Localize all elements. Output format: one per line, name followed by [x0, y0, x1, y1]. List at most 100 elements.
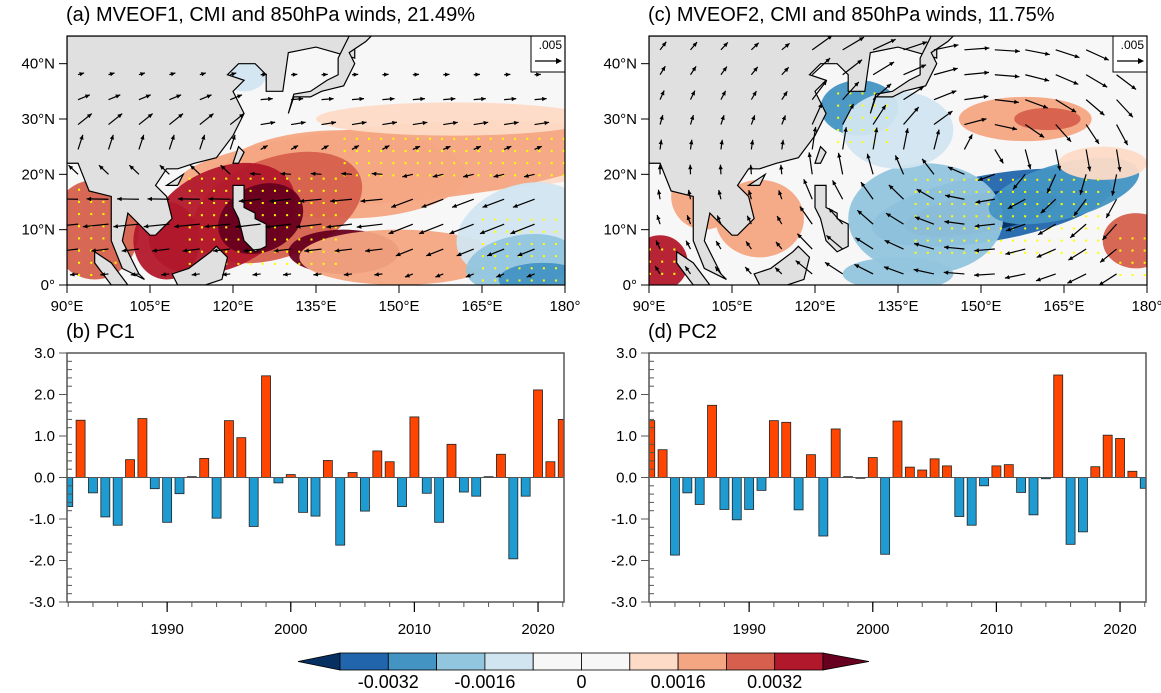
wind-vector-head: [779, 164, 784, 170]
colorbar-box: [484, 652, 534, 671]
significance-dot: [310, 226, 313, 229]
bar-2013: [1028, 477, 1039, 516]
wind-vector-head: [658, 139, 663, 145]
wind-vector-head: [513, 120, 519, 126]
significance-dot: [1011, 190, 1014, 193]
significance-dot: [261, 262, 264, 265]
wind-vector-head: [922, 41, 928, 46]
wind-vector-head: [293, 145, 299, 150]
map-panel-a: .005 90°E 105°E 120°E 135°E 150°E 165°E 180° 0° 1…: [21, 35, 581, 315]
bar-1984: [670, 477, 680, 556]
panel-c-title: (c) MVEOF2, CMI and 850hPa winds, 11.75%: [648, 4, 1055, 26]
wind-vector-head: [299, 198, 305, 203]
significance-dot: [477, 174, 480, 177]
wind-vector-head: [921, 64, 927, 69]
significance-dot: [538, 137, 541, 140]
wind-vector-head: [273, 248, 279, 253]
significance-dot: [286, 262, 289, 265]
significance-dot: [1072, 239, 1075, 242]
wind-vector-head: [913, 268, 919, 273]
significance-dot: [78, 188, 81, 191]
x-tick-label: 90°E: [633, 298, 666, 315]
significance-dot: [494, 279, 497, 282]
bar-2007: [372, 450, 383, 478]
significance-dot: [914, 251, 917, 254]
significance-dot: [494, 267, 497, 270]
significance-dot: [213, 214, 216, 217]
significance-dot: [453, 137, 456, 140]
significance-dot: [885, 141, 888, 144]
colorbar-label: 0.0016: [651, 672, 706, 692]
significance-dot: [298, 202, 301, 204]
bar-2021: [1127, 470, 1138, 478]
wind-vector-head: [824, 262, 830, 267]
wind-vector-head: [827, 36, 833, 40]
x-tick-label: 2020: [521, 621, 554, 638]
significance-dot: [213, 226, 216, 229]
wind-vector-head: [435, 273, 441, 278]
significance-dot: [188, 238, 191, 241]
significance-dot: [343, 137, 346, 140]
wind-vector-head: [1014, 99, 1019, 105]
colorbar-box: [726, 652, 776, 671]
significance-dot: [1024, 190, 1027, 193]
significance-dot: [550, 149, 553, 152]
wind-vector-head: [365, 248, 370, 253]
wind-vector-head: [914, 107, 919, 112]
significance-dot: [861, 104, 864, 107]
wind-vector-head: [140, 134, 145, 140]
significance-dot: [530, 267, 533, 270]
wind-vector-head: [174, 224, 179, 229]
wind-vector-head: [231, 134, 236, 140]
wind-vector-head: [432, 173, 438, 178]
y-tick-label: 3.0: [34, 345, 55, 362]
significance-dot: [562, 174, 565, 177]
significance-dot: [310, 189, 313, 192]
significance-dot: [987, 215, 990, 218]
wind-vector-head: [746, 241, 751, 247]
significance-dot: [555, 242, 558, 245]
significance-dot: [1011, 239, 1014, 242]
wind-vector-head: [1039, 133, 1045, 138]
anomaly-region: [299, 229, 499, 285]
wind-vector-head: [1012, 126, 1018, 131]
wind-vector-head: [262, 145, 268, 150]
significance-dot: [1024, 239, 1027, 242]
wind-vector-head: [1035, 277, 1041, 282]
wind-vector-head: [1042, 104, 1048, 109]
significance-dot: [1143, 237, 1146, 240]
wind-vector-head: [239, 113, 244, 119]
significance-dot: [506, 279, 509, 282]
significance-dot: [355, 174, 358, 177]
significance-dot: [562, 162, 565, 165]
bar-panel-b: 3.0 2.0 1.0 0.0 -1.0 -2.0 -3.0 1990 2000 2010 2020: [29, 345, 565, 638]
wind-vector-head: [445, 146, 451, 151]
significance-dot: [322, 262, 325, 265]
wind-vector-head: [1106, 212, 1111, 218]
bar-1988: [137, 418, 148, 478]
significance-dot: [518, 267, 521, 270]
significance-dot: [530, 279, 533, 282]
wind-vector-head: [84, 94, 90, 99]
significance-dot: [951, 178, 954, 181]
wind-vector-head: [496, 273, 502, 278]
x-tick-label: 2020: [1103, 621, 1136, 638]
significance-dot: [334, 214, 337, 217]
significance-dot: [90, 200, 93, 203]
significance-dot: [494, 242, 497, 245]
wind-vector-head: [1068, 255, 1074, 261]
wind-vector-head: [269, 198, 274, 203]
y-tick-label: 1.0: [34, 428, 55, 445]
bar-2012: [1016, 477, 1027, 493]
wind-vector-head: [298, 96, 304, 102]
significance-dot: [428, 137, 431, 140]
wind-vector-head: [854, 264, 860, 269]
significance-dot: [188, 262, 191, 265]
wind-vector-head: [799, 206, 805, 212]
significance-dot: [542, 255, 545, 258]
significance-dot: [368, 149, 371, 152]
wind-vector-head: [452, 203, 458, 208]
significance-dot: [334, 238, 337, 241]
significance-dot: [938, 190, 941, 193]
significance-dot: [1119, 261, 1122, 264]
